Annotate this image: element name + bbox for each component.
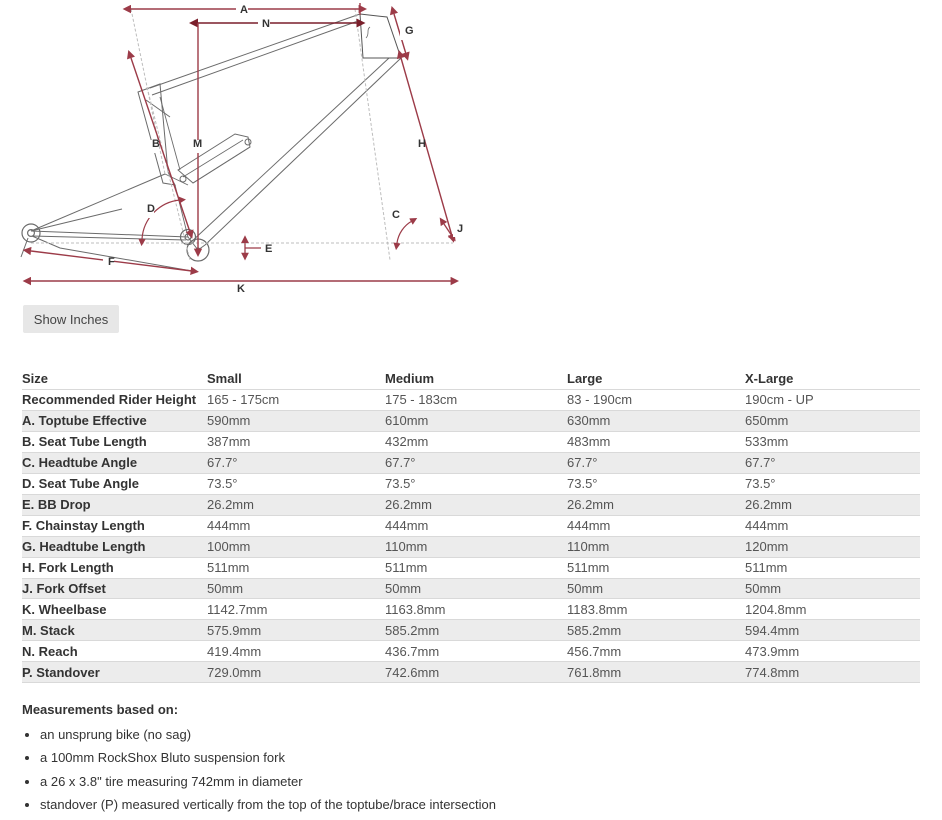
svg-text:G: G — [405, 25, 414, 37]
svg-text:E: E — [265, 243, 272, 255]
svg-text:F: F — [108, 256, 115, 268]
svg-text:A: A — [240, 4, 248, 16]
svg-text:M: M — [193, 138, 202, 150]
svg-text:J: J — [457, 223, 463, 235]
svg-text:K: K — [237, 283, 245, 295]
svg-text:B: B — [152, 138, 160, 150]
svg-text:C: C — [392, 209, 400, 221]
svg-text:D: D — [147, 203, 155, 215]
svg-text:N: N — [262, 18, 270, 30]
svg-text:H: H — [418, 138, 426, 150]
